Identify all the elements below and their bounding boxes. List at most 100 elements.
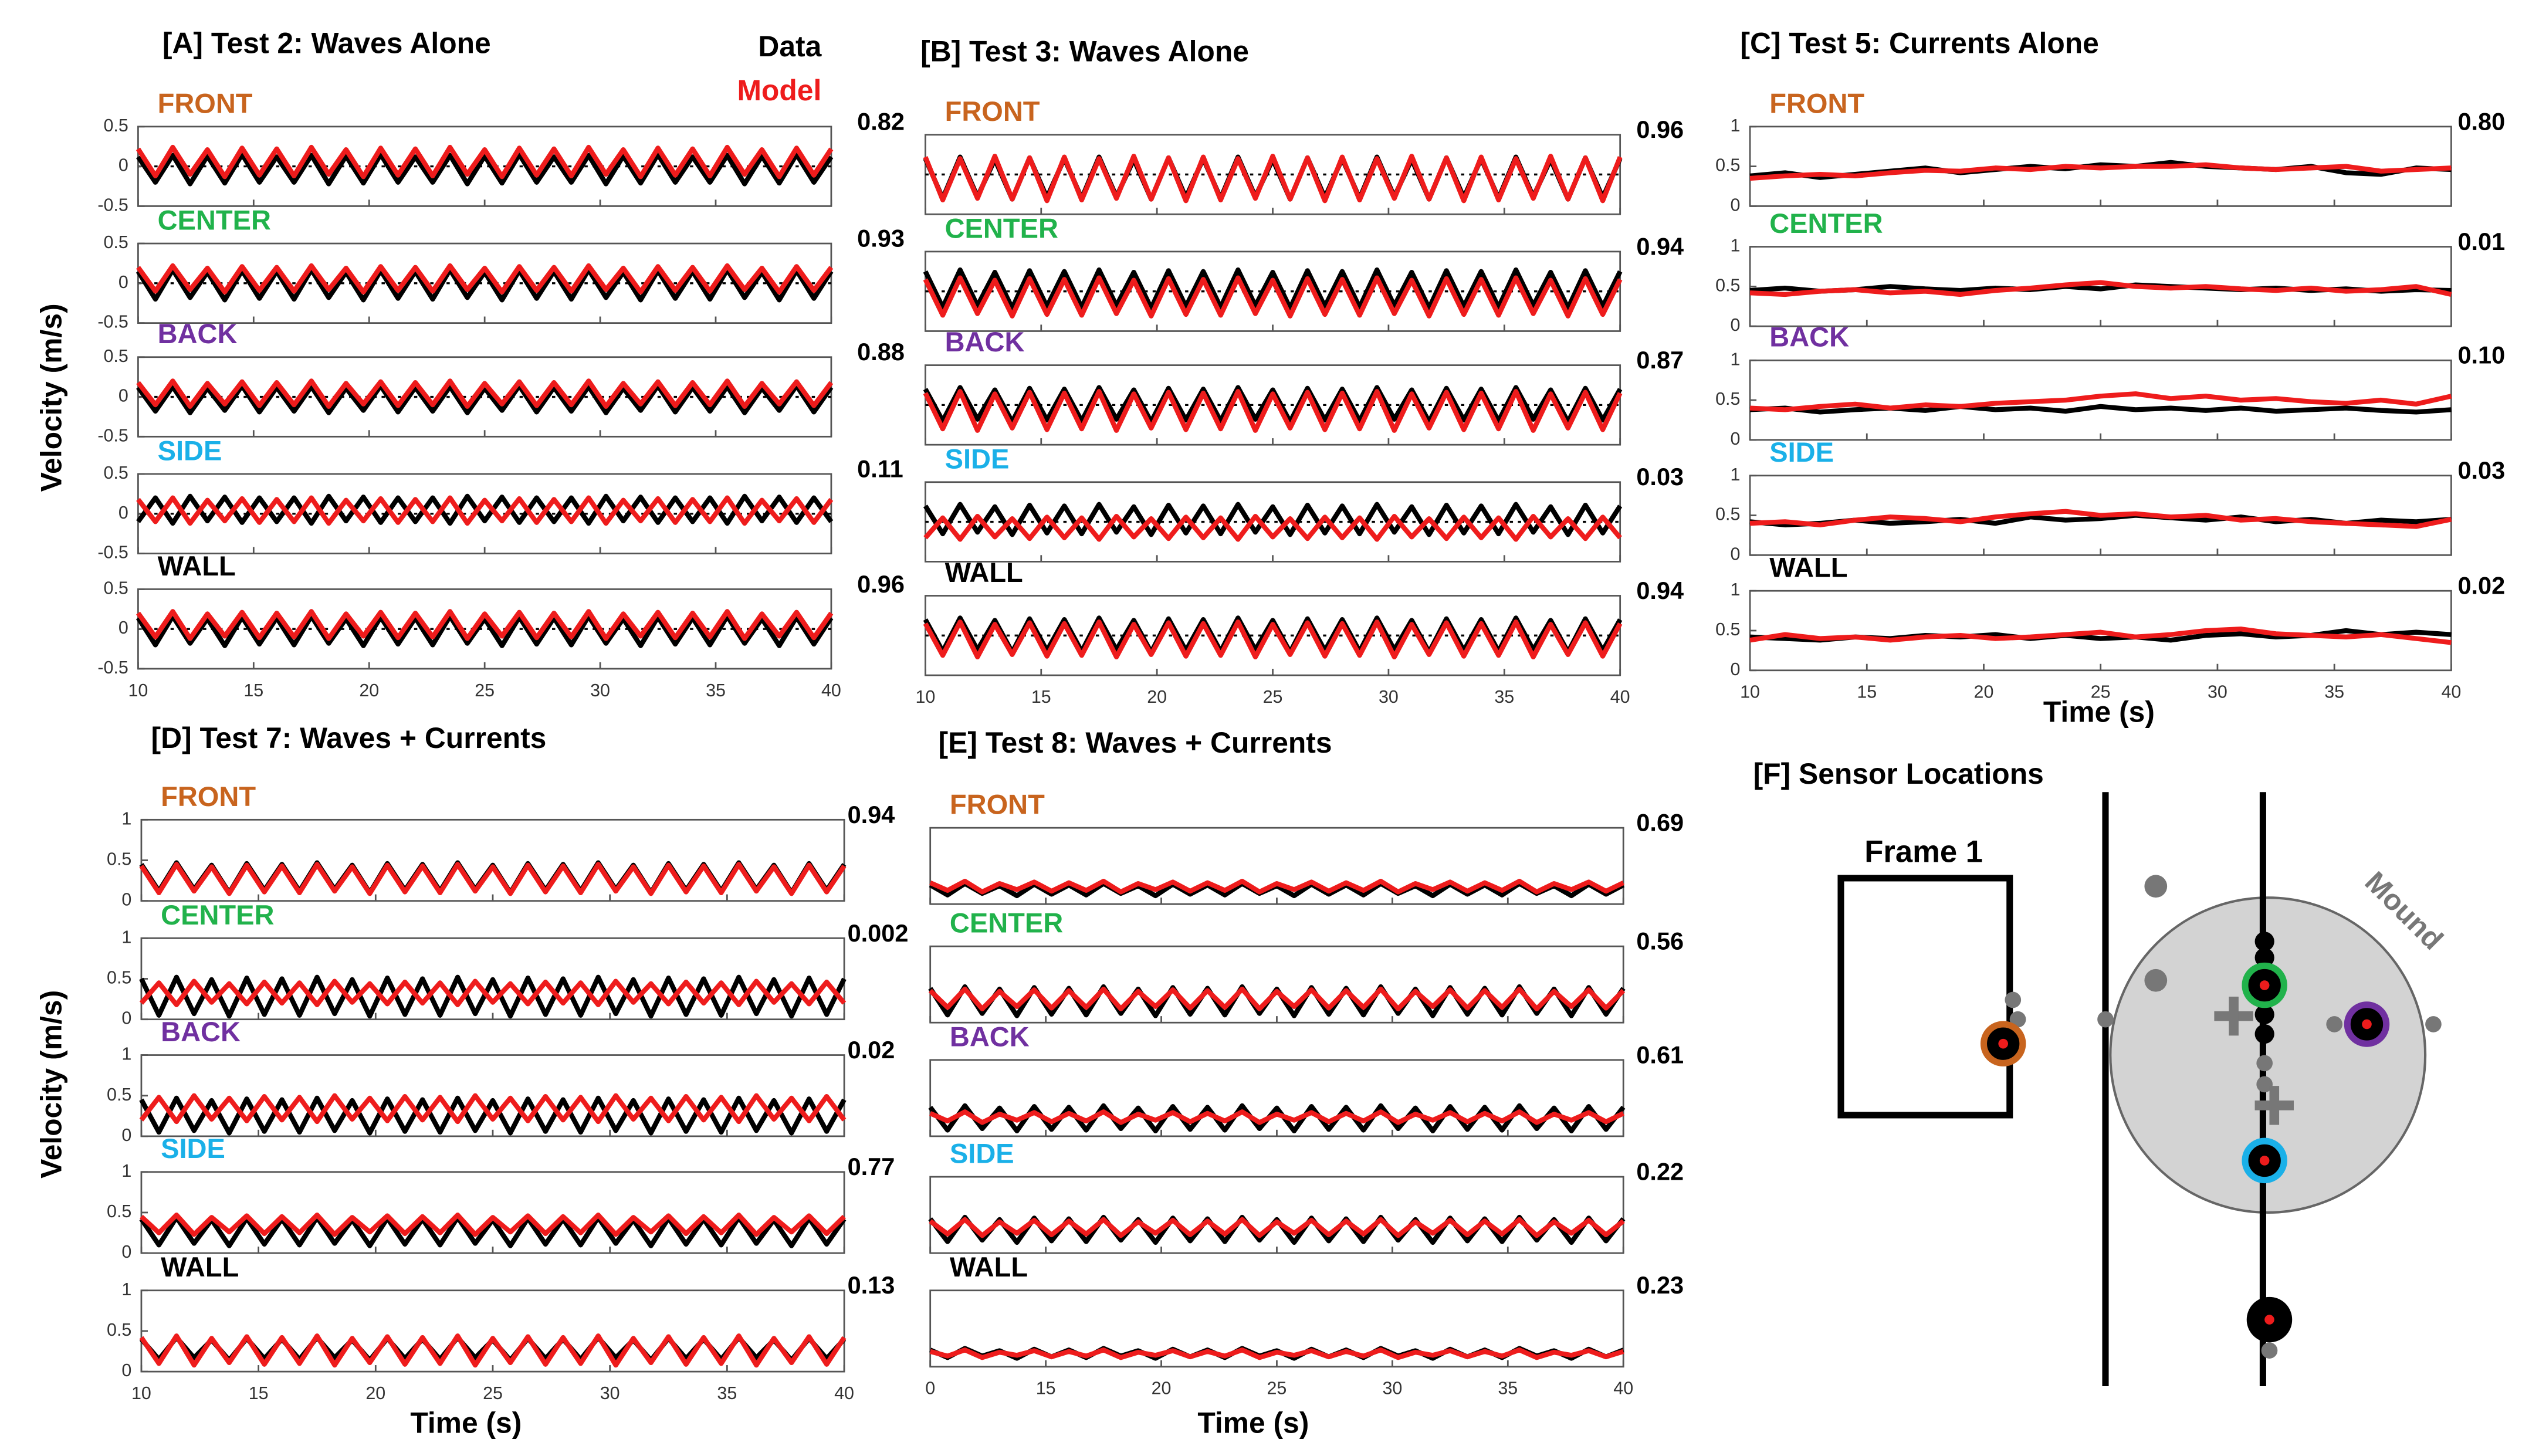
series-line	[139, 974, 847, 1019]
sensor-label: CENTER	[161, 899, 274, 930]
series-line	[929, 1347, 1624, 1360]
series-line	[139, 1095, 847, 1136]
x-tick-label: 20	[359, 680, 379, 700]
legend-entry: Data	[758, 30, 822, 63]
series-line	[923, 389, 1623, 433]
correlation: 0.94	[1636, 577, 1684, 604]
x-tick-label: 40	[1613, 1379, 1633, 1399]
x-tick-label: 40	[834, 1383, 854, 1403]
series-line	[1749, 162, 2452, 181]
y-tick-label: 0	[119, 386, 128, 406]
panel: [B] Test 3: Waves Alone FRONT 0.96 CENTER 0.…	[915, 35, 1684, 706]
sensor-label: BACK	[158, 318, 238, 349]
series-line	[136, 609, 834, 641]
black-sensors	[2254, 932, 2274, 1044]
series-line	[139, 862, 847, 896]
panel-title: [E] Test 8: Waves + Currents	[939, 726, 1332, 759]
axes-box	[925, 595, 1621, 676]
y-tick-label: 0	[1731, 315, 1741, 335]
x-tick-label: 15	[1036, 1379, 1056, 1399]
x-tick-label: 20	[1152, 1379, 1172, 1399]
correlation: 0.96	[857, 570, 905, 598]
x-tick-label: 0	[925, 1379, 935, 1399]
sensor-label: SIDE	[950, 1138, 1014, 1169]
y-tick-label: 1	[1731, 116, 1741, 136]
correlation: 0.82	[857, 107, 905, 135]
correlation: 0.80	[2457, 107, 2505, 135]
x-axis-label: Time (s)	[410, 1407, 522, 1440]
correlation: 0.56	[1636, 927, 1684, 955]
series-line	[923, 385, 1623, 424]
x-axis-label: Time (s)	[1197, 1407, 1309, 1440]
axes-box	[925, 250, 1621, 332]
mound	[2109, 896, 2427, 1214]
sensor-label: SIDE	[158, 435, 222, 466]
y-tick-label: 0	[121, 890, 131, 910]
axes-box	[137, 473, 832, 554]
y-tick-label: 0.5	[104, 346, 128, 366]
correlation: 0.13	[848, 1271, 895, 1299]
axes-box	[925, 364, 1621, 446]
series-line	[139, 1093, 847, 1125]
sensor-label: BACK	[1769, 321, 1849, 353]
sensor-label: WALL	[945, 557, 1023, 588]
y-tick-label: 1	[1731, 236, 1741, 256]
panel: [C] Test 5: Currents Alone 0 0.5 1 FRONT 0.80…	[1715, 27, 2505, 729]
correlation: 0.87	[1636, 346, 1684, 374]
axes-box	[140, 1289, 845, 1373]
series-line	[923, 513, 1622, 542]
x-tick-label: 10	[131, 1383, 151, 1403]
series-line	[1749, 509, 2452, 529]
y-tick-label: 1	[1731, 349, 1741, 369]
series-line	[929, 1109, 1625, 1125]
correlation: 0.03	[1636, 463, 1684, 490]
panel: [E] Test 8: Waves + Currents FRONT 0.69 CEN…	[925, 726, 1684, 1439]
x-tick-label: 35	[2324, 682, 2344, 702]
correlation: 0.22	[1636, 1158, 1684, 1186]
series-line	[928, 1103, 1626, 1133]
sensor-label: WALL	[1769, 552, 1847, 583]
gray-sensors	[2005, 875, 2442, 1359]
x-tick-label: 35	[706, 680, 726, 700]
y-tick-label: 0.5	[104, 116, 128, 136]
series-line	[136, 263, 834, 294]
x-tick-label: 25	[2091, 682, 2111, 702]
correlation: 0.01	[2457, 228, 2505, 255]
y-tick-label: 0	[121, 1125, 131, 1145]
y-tick-label: 0.5	[104, 578, 128, 598]
y-tick-label: 0.5	[1715, 389, 1740, 409]
x-tick-label: 15	[249, 1383, 269, 1403]
x-tick-label: 35	[717, 1383, 737, 1403]
sensor-label: FRONT	[945, 96, 1040, 127]
sensor-label: WALL	[161, 1251, 239, 1282]
y-tick-label: 0.5	[107, 1320, 131, 1340]
sensor-label: CENTER	[158, 205, 271, 236]
sensor-label: FRONT	[158, 87, 253, 118]
sensor-label: FRONT	[161, 781, 256, 812]
sensor-label: WALL	[158, 550, 236, 581]
sensor-label: SIDE	[945, 443, 1010, 474]
x-tick-label: 20	[365, 1383, 385, 1403]
x-tick-label: 20	[1974, 682, 1994, 702]
correlation: 0.23	[1636, 1271, 1684, 1299]
y-tick-label: 1	[121, 1044, 131, 1064]
y-tick-label: 0	[1731, 544, 1741, 564]
x-tick-label: 40	[2441, 682, 2461, 702]
axes-box	[925, 134, 1621, 215]
correlation: 0.002	[848, 919, 909, 947]
frame-label: Frame 1	[1864, 834, 1983, 869]
correlation: 0.94	[848, 801, 895, 828]
sensor-label: SIDE	[1769, 436, 1834, 468]
y-tick-label: 0	[121, 1360, 131, 1380]
correlation: 0.94	[1636, 232, 1684, 260]
legend-entry: Model	[737, 74, 821, 107]
x-axis-label: Time (s)	[2043, 696, 2155, 729]
correlation: 0.02	[848, 1036, 895, 1064]
y-tick-label: 0	[1731, 195, 1741, 215]
axes-box	[140, 818, 845, 902]
panel-title: [F] Sensor Locations	[1753, 757, 2044, 790]
correlation: 0.10	[2457, 341, 2505, 369]
correlation: 0.77	[848, 1153, 895, 1180]
